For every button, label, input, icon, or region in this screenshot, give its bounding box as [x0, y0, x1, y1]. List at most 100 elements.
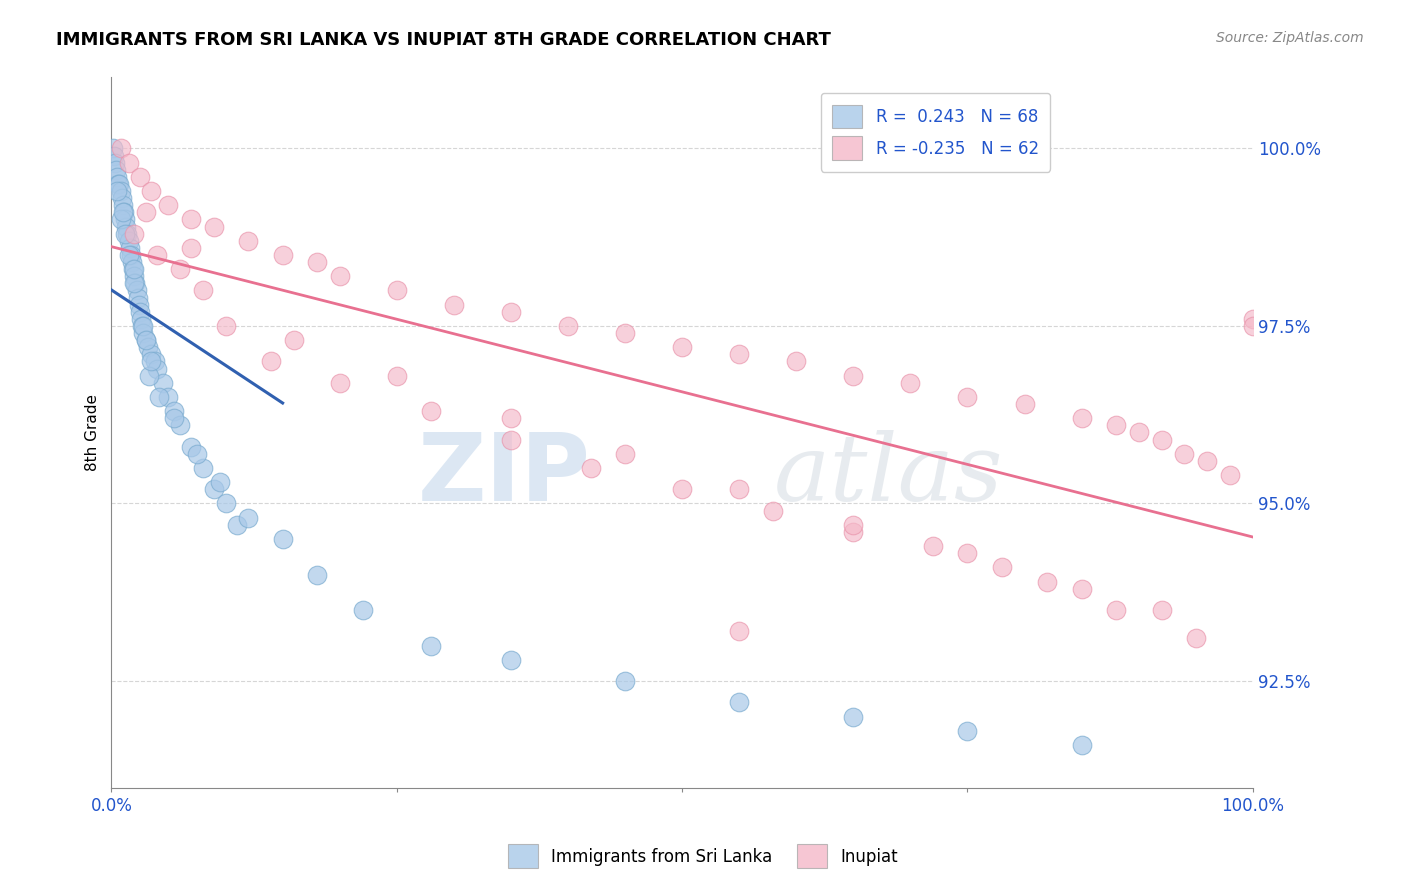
Point	[238, 234, 260, 248]
Text: atlas: atlas	[773, 430, 1002, 520]
Point	[127, 291, 149, 305]
Point	[129, 169, 152, 184]
Point	[141, 354, 163, 368]
Point	[956, 546, 979, 560]
Point	[283, 333, 305, 347]
Point	[111, 191, 134, 205]
Point	[956, 723, 979, 738]
Legend: R =  0.243   N = 68, R = -0.235   N = 62: R = 0.243 N = 68, R = -0.235 N = 62	[821, 93, 1050, 171]
Point	[141, 184, 163, 198]
Point	[101, 141, 124, 155]
Point	[135, 333, 157, 347]
Point	[842, 517, 865, 532]
Text: Source: ZipAtlas.com: Source: ZipAtlas.com	[1216, 31, 1364, 45]
Point	[1197, 454, 1219, 468]
Point	[104, 162, 127, 177]
Point	[1105, 603, 1128, 617]
Point	[271, 248, 294, 262]
Point	[117, 155, 139, 169]
Point	[922, 539, 945, 553]
Point	[120, 248, 142, 262]
Point	[1241, 311, 1264, 326]
Point	[420, 639, 443, 653]
Point	[107, 177, 129, 191]
Point	[1070, 738, 1092, 752]
Point	[180, 212, 202, 227]
Point	[728, 624, 751, 639]
Point	[128, 298, 150, 312]
Point	[443, 298, 465, 312]
Point	[499, 305, 522, 319]
Point	[132, 318, 155, 333]
Point	[499, 411, 522, 425]
Point	[121, 255, 143, 269]
Point	[180, 440, 202, 454]
Point	[614, 447, 637, 461]
Point	[1150, 603, 1173, 617]
Point	[124, 277, 146, 291]
Point	[305, 567, 328, 582]
Point	[671, 483, 693, 497]
Point	[157, 390, 180, 404]
Point	[111, 198, 134, 212]
Y-axis label: 8th Grade: 8th Grade	[86, 394, 100, 471]
Point	[110, 141, 132, 155]
Point	[842, 524, 865, 539]
Point	[329, 269, 352, 284]
Point	[163, 411, 186, 425]
Point	[129, 305, 152, 319]
Point	[579, 461, 602, 475]
Point	[157, 198, 180, 212]
Point	[143, 354, 166, 368]
Point	[202, 483, 225, 497]
Point	[728, 695, 751, 709]
Point	[117, 234, 139, 248]
Point	[842, 368, 865, 383]
Point	[110, 212, 132, 227]
Point	[111, 205, 134, 219]
Point	[132, 326, 155, 340]
Point	[146, 361, 169, 376]
Point	[728, 483, 751, 497]
Point	[420, 404, 443, 418]
Point	[305, 255, 328, 269]
Point	[105, 184, 128, 198]
Point	[191, 284, 214, 298]
Point	[1184, 632, 1206, 646]
Point	[1241, 318, 1264, 333]
Point	[238, 510, 260, 524]
Point	[118, 241, 141, 255]
Point	[208, 475, 231, 490]
Point	[785, 354, 807, 368]
Point	[202, 219, 225, 234]
Point	[1173, 447, 1195, 461]
Point	[271, 532, 294, 546]
Point	[191, 461, 214, 475]
Point	[329, 376, 352, 390]
Point	[762, 503, 785, 517]
Point	[1036, 574, 1059, 589]
Point	[214, 318, 236, 333]
Point	[385, 368, 408, 383]
Point	[136, 340, 159, 354]
Point	[110, 184, 132, 198]
Point	[614, 326, 637, 340]
Point	[260, 354, 283, 368]
Point	[842, 709, 865, 723]
Point	[135, 333, 157, 347]
Point	[990, 560, 1012, 574]
Point	[163, 404, 186, 418]
Point	[108, 177, 131, 191]
Point	[131, 318, 153, 333]
Text: IMMIGRANTS FROM SRI LANKA VS INUPIAT 8TH GRADE CORRELATION CHART: IMMIGRANTS FROM SRI LANKA VS INUPIAT 8TH…	[56, 31, 831, 49]
Point	[352, 603, 374, 617]
Point	[214, 496, 236, 510]
Point	[900, 376, 922, 390]
Point	[117, 227, 139, 241]
Point	[1150, 433, 1173, 447]
Point	[122, 227, 145, 241]
Point	[1128, 425, 1150, 440]
Point	[105, 169, 128, 184]
Point	[122, 262, 145, 277]
Point	[146, 248, 169, 262]
